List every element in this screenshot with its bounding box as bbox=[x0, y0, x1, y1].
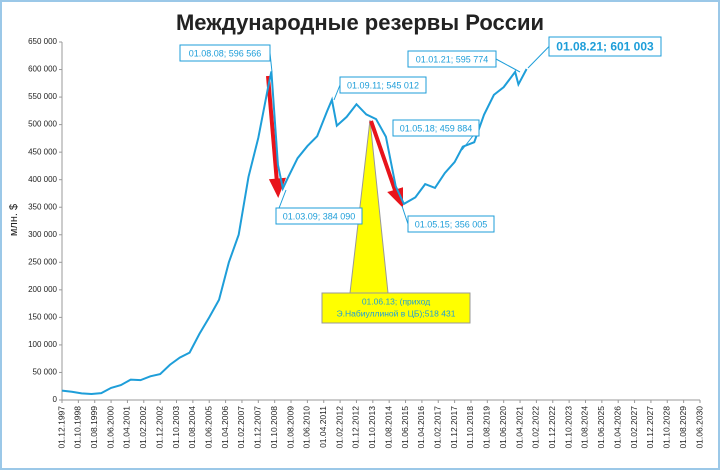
x-tick-label: 01.04.2001 bbox=[122, 406, 132, 449]
y-tick-label: 0 bbox=[53, 395, 58, 404]
x-tick-label: 01.08.2019 bbox=[482, 406, 492, 449]
x-tick-label: 01.12.2012 bbox=[351, 406, 361, 449]
x-tick-label: 01.08.2004 bbox=[187, 406, 197, 449]
y-tick-label: 50 000 bbox=[33, 368, 58, 377]
annotation-box bbox=[321, 292, 471, 324]
x-tick-label: 01.12.2017 bbox=[449, 406, 459, 449]
x-tick-label: 01.02.2007 bbox=[236, 406, 246, 449]
annotation-leader bbox=[495, 58, 521, 73]
annotation-leader bbox=[527, 46, 550, 69]
x-tick-label: 01.06.2030 bbox=[694, 406, 704, 449]
x-tick-label: 01.06.2005 bbox=[203, 406, 213, 449]
x-tick-label: 01.12.2027 bbox=[645, 406, 655, 449]
annotation-box bbox=[407, 215, 495, 233]
y-tick-label: 350 000 bbox=[28, 202, 57, 211]
arrow bbox=[369, 120, 398, 194]
y-tick-label: 100 000 bbox=[28, 340, 57, 349]
annotation-leader bbox=[401, 205, 409, 225]
x-tick-label: 01.10.2028 bbox=[662, 406, 672, 449]
arrow-head bbox=[268, 177, 287, 198]
y-tick-label: 200 000 bbox=[28, 285, 57, 294]
y-tick-label: 550 000 bbox=[28, 92, 57, 101]
x-tick-label: 01.08.2014 bbox=[383, 406, 393, 449]
x-tick-label: 01.06.2025 bbox=[596, 406, 606, 449]
x-tick-label: 01.04.2026 bbox=[612, 406, 622, 449]
x-tick-label: 01.10.2013 bbox=[367, 406, 377, 449]
annotation-box bbox=[548, 36, 662, 57]
y-tick-label: 450 000 bbox=[28, 147, 57, 156]
arrow bbox=[266, 75, 279, 184]
x-tick-label: 01.04.2021 bbox=[514, 406, 524, 449]
x-tick-label: 01.12.2022 bbox=[547, 406, 557, 449]
annotation-box bbox=[275, 207, 363, 225]
x-tick-label: 01.06.2000 bbox=[105, 406, 115, 449]
x-tick-label: 01.12.1997 bbox=[56, 406, 66, 449]
x-tick-label: 01.10.2008 bbox=[269, 406, 279, 449]
annotation-box bbox=[339, 76, 427, 94]
x-tick-label: 01.10.2023 bbox=[563, 406, 573, 449]
annotation: 01.05.18; 459 884 bbox=[400, 123, 473, 133]
x-tick-label: 01.10.2003 bbox=[171, 406, 181, 449]
x-tick-label: 01.02.2012 bbox=[334, 406, 344, 449]
annotation: 01.06.13; (приход bbox=[362, 296, 430, 306]
x-tick-label: 01.06.2010 bbox=[302, 406, 312, 449]
y-tick-label: 400 000 bbox=[28, 175, 57, 184]
x-tick-label: 01.08.1999 bbox=[89, 406, 99, 449]
x-tick-label: 01.04.2016 bbox=[416, 406, 426, 449]
x-tick-label: 01.06.2020 bbox=[498, 406, 508, 449]
x-tick-label: 01.02.2017 bbox=[433, 406, 443, 449]
x-tick-label: 01.10.2018 bbox=[465, 406, 475, 449]
x-tick-label: 01.08.2029 bbox=[678, 406, 688, 449]
annotation: 01.08.08; 596 566 bbox=[189, 48, 262, 58]
y-axis-label: млн. $ bbox=[8, 204, 20, 236]
x-tick-label: 01.08.2024 bbox=[580, 406, 590, 449]
y-tick-label: 600 000 bbox=[28, 65, 57, 74]
x-tick-label: 01.02.2022 bbox=[531, 406, 541, 449]
annotation: Э.Набиуллиной в ЦБ);518 431 bbox=[337, 308, 456, 318]
annotation-box bbox=[179, 44, 271, 62]
x-tick-label: 01.12.2002 bbox=[154, 406, 164, 449]
annotation: 01.01.21; 595 774 bbox=[416, 54, 489, 64]
y-tick-label: 650 000 bbox=[28, 37, 57, 46]
chart-title: Международные резервы России bbox=[176, 10, 544, 35]
y-tick-label: 500 000 bbox=[28, 120, 57, 129]
x-tick-label: 01.08.2009 bbox=[285, 406, 295, 449]
x-tick-label: 01.04.2011 bbox=[318, 406, 328, 448]
annotation: 01.08.21; 601 003 bbox=[556, 40, 654, 54]
annotation-box bbox=[407, 50, 497, 68]
y-tick-label: 300 000 bbox=[28, 230, 57, 239]
x-tick-label: 01.12.2007 bbox=[253, 406, 263, 449]
annotation-box bbox=[392, 119, 480, 137]
x-tick-label: 01.06.2015 bbox=[400, 406, 410, 449]
x-tick-label: 01.10.1998 bbox=[73, 406, 83, 449]
annotation: 01.03.09; 384 090 bbox=[283, 211, 356, 221]
x-tick-label: 01.02.2027 bbox=[629, 406, 639, 449]
annotation-leader bbox=[333, 84, 341, 101]
annotation: 01.09.11; 545 012 bbox=[347, 80, 419, 90]
data-line bbox=[61, 68, 528, 395]
annotation: 01.05.15; 356 005 bbox=[415, 219, 488, 229]
x-tick-label: 01.02.2002 bbox=[138, 406, 148, 449]
y-tick-label: 150 000 bbox=[28, 312, 57, 321]
y-tick-label: 250 000 bbox=[28, 257, 57, 266]
x-tick-label: 01.04.2006 bbox=[220, 406, 230, 449]
